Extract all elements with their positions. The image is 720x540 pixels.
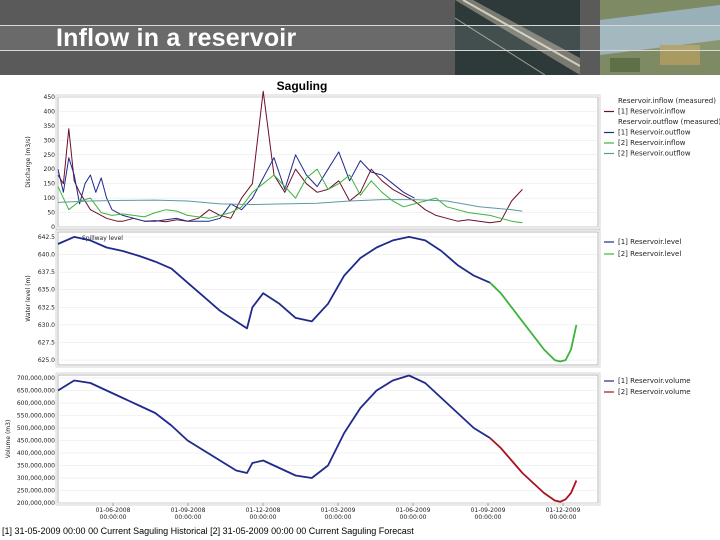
x-tick-time: 00:00:00 [100, 514, 127, 521]
y-tick-label: 0 [51, 224, 55, 231]
x-tick-time: 00:00:00 [250, 514, 277, 521]
y-tick-label: 350 [44, 123, 56, 130]
legend-entry: Reservoir.inflow (measured) [618, 97, 716, 105]
legend-entry: [1] Reservoir.volume [618, 377, 691, 385]
y-tick-label: 400,000,000 [17, 450, 55, 457]
series-line [489, 282, 578, 363]
y-tick-label: 300 [44, 137, 56, 144]
y-tick-label: 650,000,000 [17, 388, 55, 395]
y-tick-label: 200,000,000 [17, 500, 55, 507]
y-tick-label: 250 [44, 152, 56, 159]
x-tick-time: 00:00:00 [550, 514, 577, 521]
y-tick-label: 350,000,000 [17, 463, 55, 470]
panel-frame [55, 94, 601, 230]
y-axis-label: Volume (m3) [5, 420, 12, 459]
legend-entry: [2] Reservoir.level [618, 250, 681, 258]
series-line [57, 199, 523, 212]
x-tick-date: 01-12-2009 [546, 507, 581, 514]
legend-entry: [2] Reservoir.volume [618, 388, 691, 396]
annotation-label: Spillway level [82, 235, 123, 242]
y-axis-label: Discharge (m3/s) [25, 136, 32, 187]
y-tick-label: 400 [44, 108, 56, 115]
y-tick-label: 550,000,000 [17, 413, 55, 420]
series-line [57, 151, 415, 222]
landscape-photo [600, 0, 720, 75]
y-tick-label: 640.0 [38, 252, 55, 259]
legend-entry: [1] Reservoir.inflow [618, 108, 686, 116]
x-tick-time: 00:00:00 [400, 514, 427, 521]
plot-area [57, 231, 599, 366]
slide-banner: Inflow in a reservoir [0, 0, 720, 75]
x-tick-time: 00:00:00 [175, 514, 202, 521]
y-tick-label: 200 [44, 166, 56, 173]
y-tick-label: 627.5 [38, 339, 55, 346]
series-line [57, 235, 491, 330]
y-tick-label: 637.5 [38, 269, 55, 276]
y-tick-label: 150 [44, 181, 56, 188]
y-axis-label: Water level (m) [25, 275, 32, 321]
panel-frame [55, 372, 601, 506]
series-line [57, 168, 523, 224]
legend-entry: [1] Reservoir.level [618, 238, 681, 246]
y-tick-label: 50 [47, 210, 55, 217]
x-tick-date: 01-12-2008 [246, 507, 281, 514]
chart-title: Saguling [276, 79, 328, 93]
legend-entry: [1] Reservoir.outflow [618, 129, 691, 137]
y-tick-label: 500,000,000 [17, 425, 55, 432]
legend-entry: [2] Reservoir.outflow [618, 150, 691, 158]
x-tick-time: 00:00:00 [325, 514, 352, 521]
x-tick-date: 01-03-2009 [321, 507, 356, 514]
y-tick-label: 600,000,000 [17, 400, 55, 407]
legend-entry: [2] Reservoir.inflow [618, 139, 686, 147]
footer-note: [1] 31-05-2009 00:00 00 Current Saguling… [2, 526, 414, 536]
plot-area [57, 96, 599, 228]
series-line [57, 90, 523, 224]
x-tick-date: 01-09-2008 [171, 507, 206, 514]
y-tick-label: 635.0 [38, 287, 55, 294]
y-tick-label: 450 [44, 94, 56, 101]
y-tick-label: 300,000,000 [17, 475, 55, 482]
bridge-photo [455, 0, 580, 75]
y-tick-label: 642.5 [38, 234, 55, 241]
series-line [489, 437, 578, 503]
y-tick-label: 100 [44, 195, 56, 202]
legend-entry: Reservoir.outflow (measured) [618, 118, 720, 126]
slide-title: Inflow in a reservoir [56, 24, 297, 52]
x-tick-date: 01-09-2009 [471, 507, 506, 514]
y-tick-label: 700,000,000 [17, 375, 55, 382]
series-line [57, 374, 491, 479]
plot-area [57, 374, 599, 504]
title-bar [0, 25, 720, 51]
x-tick-date: 01-06-2008 [96, 507, 131, 514]
y-tick-label: 250,000,000 [17, 488, 55, 495]
y-tick-label: 632.5 [38, 304, 55, 311]
y-tick-label: 630.0 [38, 322, 55, 329]
y-tick-label: 450,000,000 [17, 438, 55, 445]
x-tick-time: 00:00:00 [475, 514, 502, 521]
y-tick-label: 625.0 [38, 357, 55, 364]
x-tick-date: 01-06-2009 [396, 507, 431, 514]
panel-frame [55, 229, 601, 368]
